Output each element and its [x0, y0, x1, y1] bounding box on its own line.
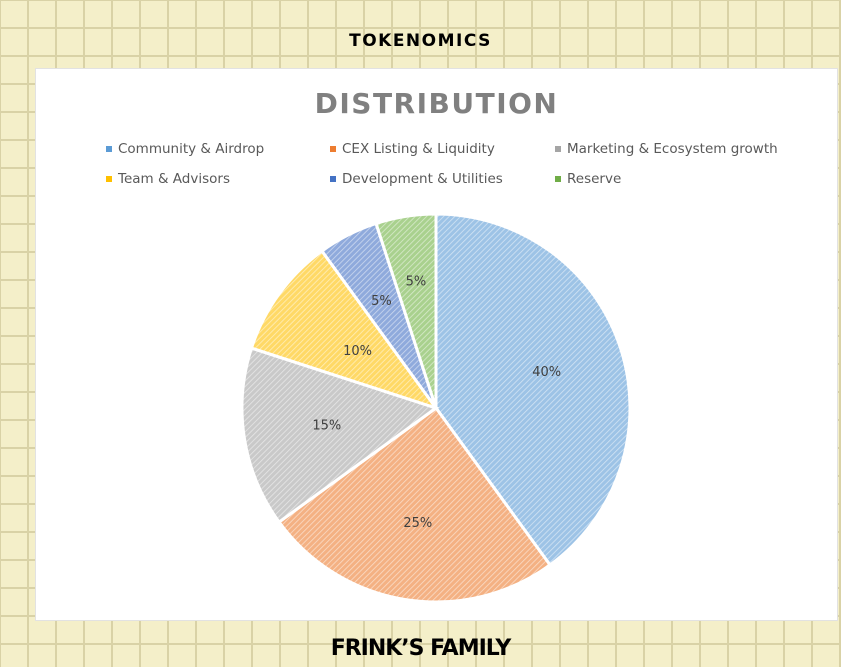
legend-swatch-icon [555, 146, 561, 152]
pie-chart: 40% 25% 15% 10% 5% 5% [240, 212, 632, 604]
legend-item-community-airdrop: Community & Airdrop [106, 141, 264, 157]
chart-title: DISTRIBUTION [314, 87, 559, 120]
slice-percent-label: 40% [532, 365, 561, 380]
legend-label: Community & Airdrop [118, 141, 265, 157]
legend-label: CEX Listing & Liquidity [342, 141, 495, 157]
pie-slice-hatch [249, 248, 440, 411]
pie-labels: 40% 25% 15% 10% 5% 5% [312, 275, 561, 531]
legend-swatch-icon [330, 146, 336, 152]
legend-swatch-icon [330, 176, 336, 182]
page-footer-title: FRINK’S FAMILY [330, 636, 512, 661]
pie-slice-hatch [276, 405, 553, 604]
pie-slice-hatch [374, 212, 438, 409]
legend-swatch-icon [106, 176, 112, 182]
legend-item-cex-listing: CEX Listing & Liquidity [330, 141, 495, 157]
legend-label: Marketing & Ecosystem growth [567, 141, 778, 157]
slice-percent-label: 10% [343, 344, 372, 359]
slice-percent-label: 15% [312, 418, 341, 433]
legend-swatch-icon [555, 176, 561, 182]
legend-label: Team & Advisors [118, 171, 230, 187]
legend-item-development: Development & Utilities [330, 171, 503, 187]
legend-item-marketing: Marketing & Ecosystem growth [555, 141, 778, 157]
legend-label: Reserve [567, 171, 622, 187]
legend-item-reserve: Reserve [555, 171, 621, 187]
pie-slices [240, 212, 632, 604]
slice-percent-label: 5% [406, 275, 427, 290]
slice-percent-label: 5% [371, 294, 392, 309]
legend-item-team-advisors: Team & Advisors [106, 171, 230, 187]
chart-panel: DISTRIBUTION Community & Airdrop CEX Lis… [35, 68, 838, 621]
page-header-title: TOKENOMICS [349, 31, 492, 51]
legend-swatch-icon [106, 146, 112, 152]
pie-slice-hatch [240, 346, 440, 525]
pie-slice-hatch [434, 212, 632, 568]
slice-percent-label: 25% [403, 516, 432, 531]
legend-label: Development & Utilities [342, 171, 503, 187]
